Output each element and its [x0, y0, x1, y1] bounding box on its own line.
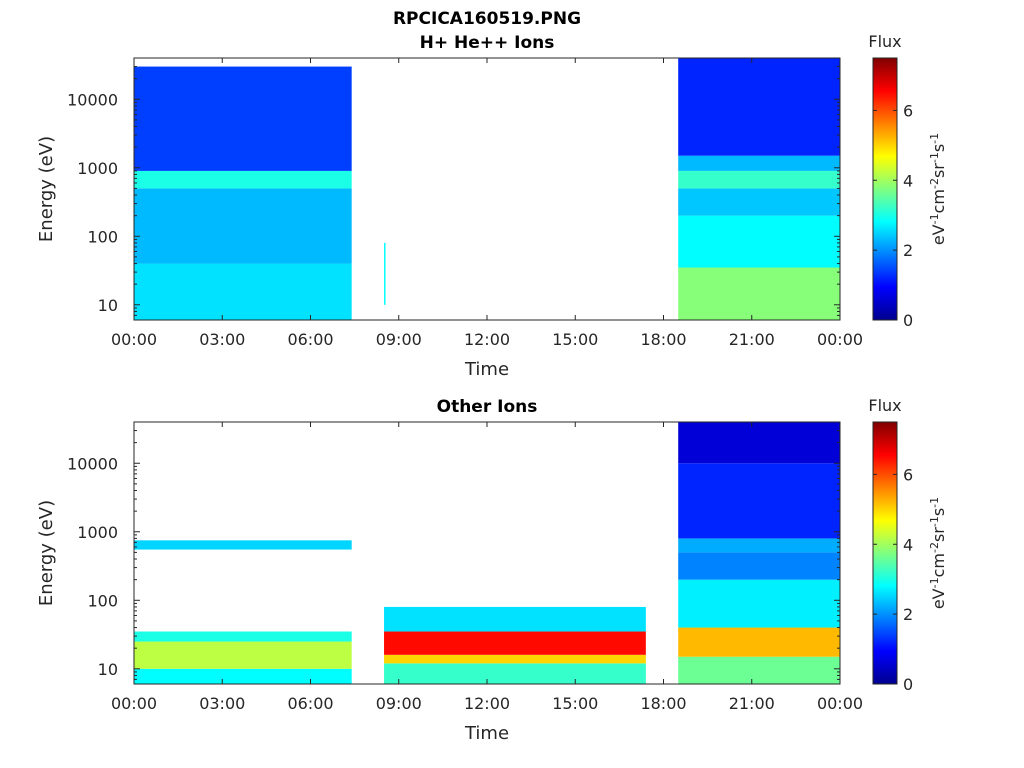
spectrogram-band [678, 188, 840, 216]
x-tick-label: 00:00 [817, 330, 863, 349]
colorbar-tick-label: 2 [903, 605, 913, 624]
spectrogram-band [678, 538, 840, 553]
y-tick-label: 1000 [77, 523, 118, 542]
y-tick-label: 100 [87, 227, 118, 246]
spectrogram-band [678, 170, 840, 189]
y-tick-label: 1000 [77, 159, 118, 178]
colorbar-tick-label: 6 [903, 101, 913, 120]
y-tick-label: 10000 [67, 454, 118, 473]
spectrogram-band [134, 641, 352, 669]
y-tick-label: 100 [87, 591, 118, 610]
panel-2-ylabel: Energy (eV) [36, 500, 57, 606]
spectrogram-band [134, 170, 352, 189]
y-tick-label: 10 [98, 660, 118, 679]
x-tick-label: 12:00 [464, 330, 510, 349]
spectrogram-band [678, 579, 840, 628]
spectrogram-band [134, 540, 352, 550]
colorbar-tick-label: 6 [903, 465, 913, 484]
spectrogram-band [678, 422, 840, 464]
spectrogram-band [384, 654, 646, 664]
x-tick-label: 18:00 [640, 330, 686, 349]
x-tick-label: 21:00 [729, 694, 775, 713]
x-tick-label: 06:00 [287, 694, 333, 713]
spectrogram-band [384, 631, 646, 655]
x-tick-label: 15:00 [552, 694, 598, 713]
colorbar-tick-label: 0 [903, 311, 913, 330]
spectrogram-band [384, 663, 646, 684]
x-tick-label: 00:00 [111, 694, 157, 713]
panel-1-ylabel: Energy (eV) [36, 136, 57, 242]
spectrogram-band [678, 656, 840, 684]
y-tick-label: 10 [98, 296, 118, 315]
spectrogram-band [134, 263, 352, 320]
spectrogram-band [134, 668, 352, 684]
spectrogram-band [678, 267, 840, 320]
x-tick-label: 06:00 [287, 330, 333, 349]
spectrogram-band [678, 58, 840, 156]
spectrogram-band [678, 215, 840, 268]
panel-2-colorbar-title: Flux [868, 396, 901, 415]
spectrogram-band [678, 463, 840, 539]
spectrogram-band [134, 188, 352, 264]
panel-2-title: Other Ions [437, 397, 538, 417]
spectrogram-band [134, 66, 352, 171]
colorbar-tick-label: 2 [903, 241, 913, 260]
panel-2-plot: 00:00 03:00 06:00 09:00 12:00 15:00 18:00 21:00… [36, 396, 948, 744]
panel-2-xlabel: Time [464, 723, 509, 744]
y-tick-label: 10000 [67, 90, 118, 109]
colorbar-tick-label: 4 [903, 171, 913, 190]
panel-2-colorbar [872, 421, 898, 685]
panel-1-plot: 00:00 03:00 06:00 09:00 12:00 15:00 18:00 21:00… [36, 32, 948, 380]
panel-2-colorbar-ticks: 0 2 4 6 [873, 465, 913, 694]
panel-2-axis-ticks: 00:00 03:00 06:00 09:00 12:00 15:00 18:00 21:00… [67, 421, 863, 713]
x-tick-label: 03:00 [199, 330, 245, 349]
colorbar-tick-label: 4 [903, 535, 913, 554]
panel-2-spectrogram [134, 422, 840, 684]
spectrogram-band [678, 155, 840, 171]
x-tick-label: 09:00 [376, 694, 422, 713]
panel-2-colorbar-units: eV-1cm-2sr-1s-1 [928, 497, 948, 609]
x-tick-label: 21:00 [729, 330, 775, 349]
spectrogram-band [384, 242, 386, 305]
panel-1-colorbar-ticks: 0 2 4 6 [873, 101, 913, 330]
x-tick-label: 09:00 [376, 330, 422, 349]
x-tick-label: 00:00 [817, 694, 863, 713]
panel-2-frame [133, 421, 841, 685]
colorbar-tick-label: 0 [903, 675, 913, 694]
x-tick-label: 15:00 [552, 330, 598, 349]
spectrogram-band [384, 606, 646, 632]
panel-1-xlabel: Time [464, 359, 509, 380]
x-tick-label: 12:00 [464, 694, 510, 713]
x-tick-label: 18:00 [640, 694, 686, 713]
spectrogram-band [134, 631, 352, 642]
spectrogram-band [678, 552, 840, 580]
panel-1-title: H+ He++ Ions [420, 33, 555, 53]
panel-1-frame [133, 57, 841, 321]
panel-1-spectrogram [134, 58, 840, 320]
figure-title: RPCICA160519.PNG [393, 9, 581, 29]
panel-1-colorbar-title: Flux [868, 32, 901, 51]
x-tick-label: 03:00 [199, 694, 245, 713]
spectrogram-band [678, 627, 840, 657]
panel-1-colorbar-units: eV-1cm-2sr-1s-1 [928, 133, 948, 245]
panel-1-colorbar [872, 57, 898, 321]
x-tick-label: 00:00 [111, 330, 157, 349]
